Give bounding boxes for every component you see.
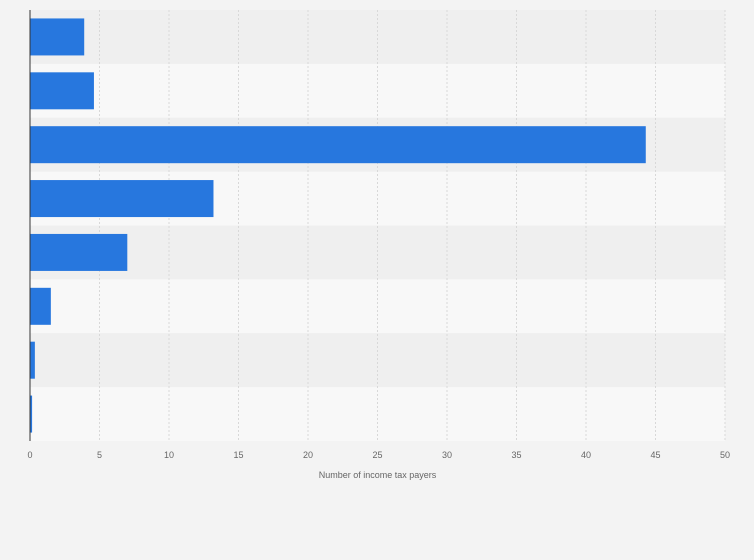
- x-tick-label: 10: [164, 450, 174, 460]
- bar: [30, 395, 33, 433]
- bar: [30, 341, 35, 379]
- x-axis-ticks: 0 5 10 15 20 25 30 35 40 45 50: [27, 450, 730, 460]
- x-tick-label: 40: [581, 450, 591, 460]
- x-axis-title: Number of income tax payers: [319, 470, 437, 480]
- bar: [30, 180, 214, 218]
- bar: [30, 126, 646, 164]
- x-tick-label: 45: [650, 450, 660, 460]
- bar: [30, 233, 128, 271]
- bars: [30, 18, 646, 433]
- x-tick-label: 0: [27, 450, 32, 460]
- x-tick-label: 35: [511, 450, 521, 460]
- bar: [30, 287, 51, 325]
- x-tick-label: 50: [720, 450, 730, 460]
- x-tick-label: 5: [97, 450, 102, 460]
- x-tick-label: 25: [372, 450, 382, 460]
- bar: [30, 72, 94, 110]
- bar: [30, 18, 85, 56]
- x-tick-label: 15: [233, 450, 243, 460]
- x-tick-label: 30: [442, 450, 452, 460]
- x-tick-label: 20: [303, 450, 313, 460]
